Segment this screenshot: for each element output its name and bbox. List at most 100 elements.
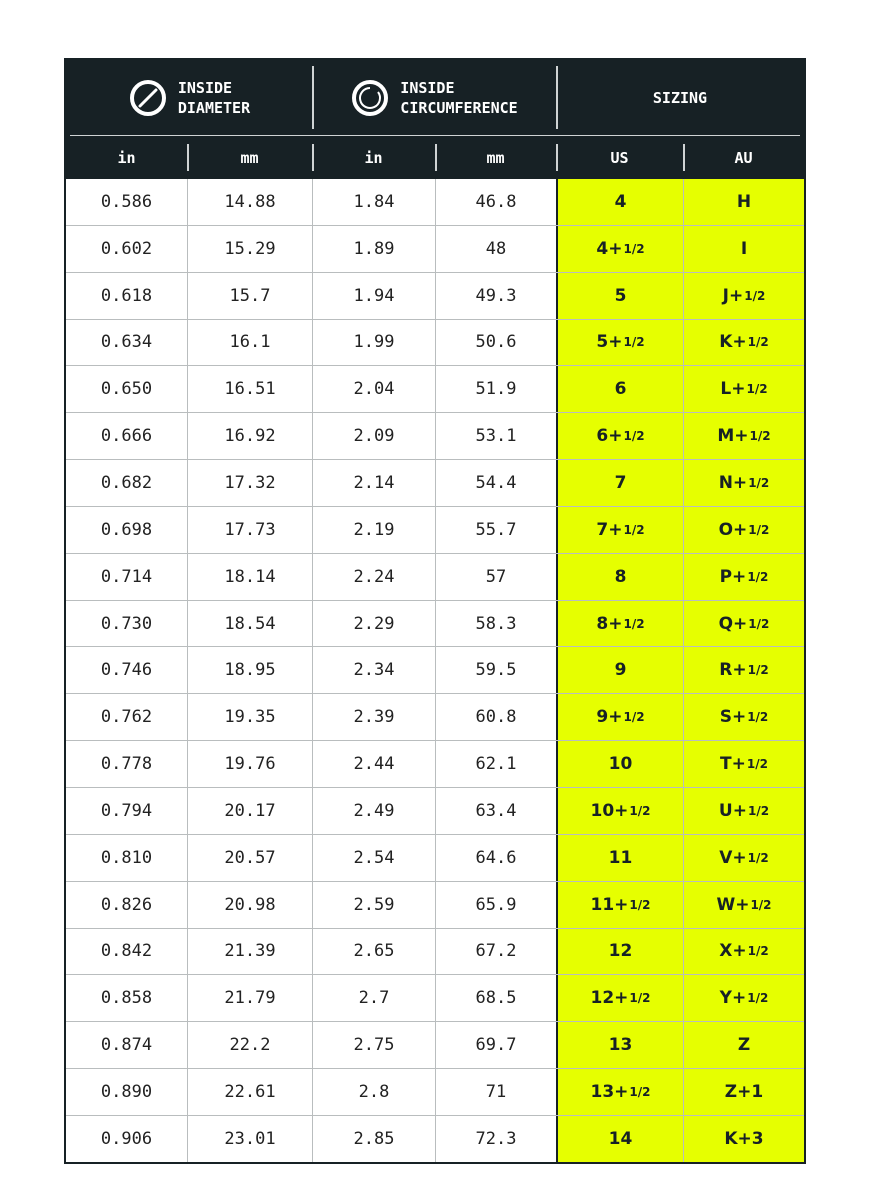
au-size-main: Y+	[719, 988, 747, 1009]
cell-circumference-in: 1.99	[312, 319, 435, 366]
cell-circumference-in: 2.39	[312, 694, 435, 741]
au-size-main: J+	[722, 285, 744, 306]
unit-us: US	[556, 136, 683, 179]
table-row: 0.666 16.92 2.09 53.1 6+ 1/2 M+ 1/2	[66, 412, 804, 460]
table-row: 0.730 18.54 2.29 58.3 8+ 1/2 Q+ 1/2	[66, 599, 804, 647]
cell-au-size: Q+ 1/2	[683, 600, 804, 647]
au-size-main: T+	[720, 754, 746, 775]
cell-us-size: 5	[556, 272, 683, 319]
cell-circumference-mm: 64.6	[435, 834, 556, 881]
cell-diameter-mm: 21.79	[187, 975, 312, 1022]
table-row: 0.650 16.51 2.04 51.9 6 L+ 1/2	[66, 365, 804, 413]
cell-diameter-in: 0.714	[100, 566, 153, 587]
cell-diameter-in: 0.794	[100, 800, 153, 821]
cell-us-size: 14	[556, 1115, 683, 1162]
au-size-main: W+	[716, 894, 750, 915]
cell-diameter-in: 0.874	[100, 1035, 153, 1056]
cell-circumference-mm: 62.1	[435, 741, 556, 787]
us-size-main: 11	[608, 847, 633, 868]
table-row: 0.826 20.98 2.59 65.9 11+ 1/2 W+ 1/2	[66, 880, 804, 928]
cell-us-size: 13	[556, 1022, 683, 1069]
cell-us-size: 7+ 1/2	[556, 506, 683, 553]
unit-diameter-mm: mm	[187, 136, 312, 179]
cell-diameter-mm: 14.88	[187, 179, 312, 225]
au-size-fraction: 1/2	[747, 803, 770, 818]
au-size-main: P+	[719, 566, 747, 587]
cell-circumference-mm: 46.8	[435, 179, 556, 225]
table-row: 0.890 22.61 2.8 71 13+ 1/2 Z+1	[66, 1068, 804, 1115]
cell-circumference-mm: 49.3	[435, 272, 556, 319]
cell-diameter-in: 0.730	[100, 613, 153, 634]
au-size-main: H	[736, 191, 752, 212]
cell-circumference-in: 2.14	[312, 460, 435, 506]
cell-us-size: 6	[556, 366, 683, 413]
cell-us-size: 6+ 1/2	[556, 413, 683, 460]
us-size-fraction: 1/2	[629, 803, 651, 818]
au-size-fraction: 1/2	[747, 335, 769, 350]
cell-diameter-in: 0.618	[100, 285, 153, 306]
table-row: 0.842 21.39 2.65 67.2 12 X+ 1/2	[66, 927, 804, 975]
au-size-main: L+	[720, 379, 746, 400]
cell-diameter-mm: 18.14	[187, 553, 312, 600]
header-divider	[70, 135, 800, 136]
us-size-fraction: 1/2	[623, 710, 645, 725]
us-size-main: 5	[614, 285, 627, 306]
cell-diameter-mm: 21.39	[187, 928, 312, 975]
us-size-main: 4+	[596, 238, 623, 259]
au-size-fraction: 1/2	[747, 991, 769, 1006]
unit-diameter-in: in	[117, 148, 136, 167]
us-size-main: 8+	[596, 613, 623, 634]
cell-diameter-mm: 20.57	[187, 834, 312, 881]
cell-au-size: S+ 1/2	[683, 694, 804, 741]
unit-circumference-in: in	[312, 136, 435, 179]
cell-circumference-in: 2.54	[312, 834, 435, 881]
us-size-fraction: 1/2	[623, 616, 645, 631]
cell-au-size: L+ 1/2	[683, 366, 804, 413]
cell-au-size: N+ 1/2	[683, 460, 804, 506]
cell-au-size: V+ 1/2	[683, 834, 804, 881]
cell-diameter-mm: 17.32	[187, 460, 312, 506]
cell-diameter-mm: 16.51	[187, 366, 312, 413]
cell-circumference-in: 2.49	[312, 787, 435, 834]
cell-circumference-mm: 67.2	[435, 928, 556, 975]
table-row: 0.602 15.29 1.89 48 4+ 1/2 I	[66, 224, 804, 272]
cell-au-size: K+ 1/2	[683, 319, 804, 366]
cell-circumference-in: 1.84	[312, 179, 435, 225]
table-row: 0.634 16.1 1.99 50.6 5+ 1/2 K+ 1/2	[66, 318, 804, 366]
cell-diameter-mm: 20.17	[187, 787, 312, 834]
au-size-fraction: 1/2	[746, 382, 768, 397]
table-row: 0.762 19.35 2.39 60.8 9+ 1/2 S+ 1/2	[66, 693, 804, 741]
cell-circumference-mm: 59.5	[435, 647, 556, 694]
au-size-fraction: 1/2	[747, 663, 769, 678]
table-row: 0.874 22.2 2.75 69.7 13 Z	[66, 1021, 804, 1069]
cell-diameter-in: 0.634	[100, 332, 153, 353]
cell-diameter-in: 0.762	[100, 707, 153, 728]
cell-circumference-mm: 60.8	[435, 694, 556, 741]
cell-au-size: X+ 1/2	[683, 928, 804, 975]
cell-circumference-in: 2.19	[312, 506, 435, 553]
au-size-fraction: 1/2	[747, 569, 769, 584]
cell-au-size: R+ 1/2	[683, 647, 804, 694]
cell-circumference-mm: 71	[435, 1069, 556, 1115]
cell-circumference-in: 1.89	[312, 225, 435, 272]
au-size-fraction: 1/2	[746, 757, 768, 772]
au-size-main: K+	[719, 332, 747, 353]
au-size-main: O+	[718, 519, 748, 540]
unit-au: AU	[683, 136, 804, 179]
cell-us-size: 9	[556, 647, 683, 694]
cell-circumference-in: 2.24	[312, 553, 435, 600]
au-size-main: X+	[719, 941, 747, 962]
au-size-main: S+	[719, 707, 747, 728]
cell-us-size: 8	[556, 553, 683, 600]
header-line1: SIZING	[652, 88, 708, 107]
cell-circumference-mm: 65.9	[435, 881, 556, 928]
cell-diameter-mm: 15.29	[187, 225, 312, 272]
us-size-fraction: 1/2	[629, 1084, 651, 1099]
table-row: 0.698 17.73 2.19 55.7 7+ 1/2 O+ 1/2	[66, 505, 804, 553]
au-size-fraction: 1/2	[749, 429, 771, 444]
cell-diameter-mm: 17.73	[187, 506, 312, 553]
cell-diameter-in: 0.746	[100, 660, 153, 681]
cell-us-size: 12	[556, 928, 683, 975]
us-size-main: 6+	[596, 426, 623, 447]
cell-au-size: M+ 1/2	[683, 413, 804, 460]
